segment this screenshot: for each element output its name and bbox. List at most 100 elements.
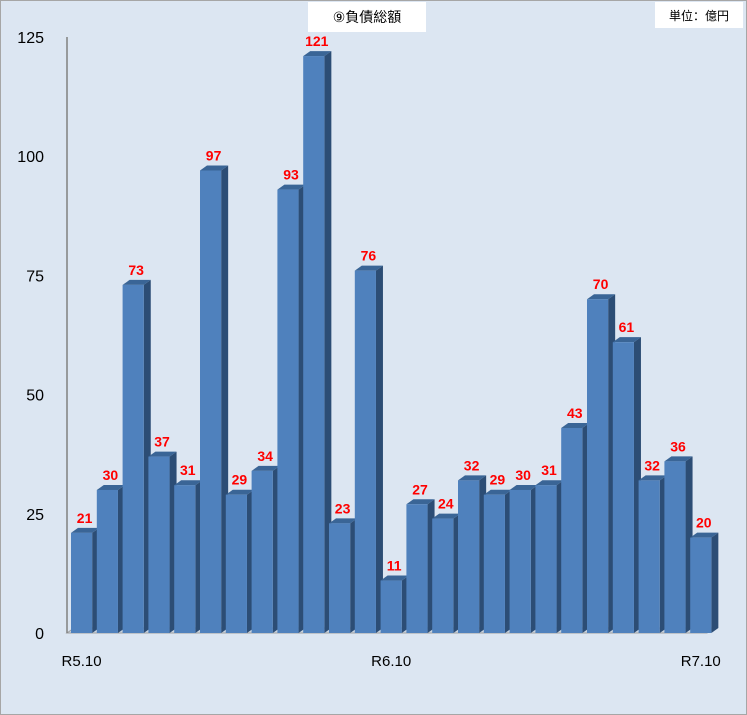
bar [71,527,100,633]
bar [122,279,151,633]
bar-top [122,279,151,285]
bar-top [432,513,461,519]
bar-side [375,265,383,633]
bar-front [122,284,144,633]
bar-front [380,580,402,633]
bar-top [303,51,332,57]
bar-top [664,456,693,462]
bar-top [148,451,177,457]
bar [174,480,203,633]
bar-front [664,461,686,633]
bar-front [200,170,222,633]
bar-front [174,485,196,633]
bar [380,575,409,633]
y-tick-label: 100 [17,149,44,166]
bar-front [612,342,634,633]
bar-front [561,427,583,633]
bar [638,475,667,633]
data-label: 73 [128,262,144,278]
bar-top [96,484,125,490]
bar-top [174,480,203,486]
data-label: 30 [515,467,531,483]
bar-front [638,480,660,633]
bar-front [277,189,299,634]
bar [406,499,435,633]
bar-top [200,165,229,171]
bar-front [458,480,480,633]
y-tick-label: 25 [26,507,44,524]
data-label: 61 [619,319,635,335]
data-label: 36 [670,438,686,454]
bar [612,337,641,633]
data-labels: 21 30 73 37 31 97 29 34 93 121 23 76 11 27 24 32 29 30 31 4… [77,33,712,573]
bar-top [277,184,306,190]
bar [251,465,280,633]
bar-top [535,480,564,486]
bar-front [251,470,273,633]
bar-top [71,527,100,533]
bar-front [225,494,247,633]
bar [509,484,538,633]
bar-top [690,532,719,538]
bar [535,480,564,633]
bar-front [148,456,170,633]
bar-top [225,489,254,495]
data-label: 37 [154,434,170,450]
bar [200,165,229,633]
data-label: 29 [490,472,506,488]
bar [690,532,719,633]
bar [458,475,487,633]
bar [483,489,512,633]
bar [303,51,332,633]
bar [587,294,616,633]
bar-front [406,504,428,633]
data-label: 27 [412,481,428,497]
data-label: 34 [257,448,273,464]
bar [329,518,358,633]
data-label: 21 [77,510,93,526]
bar-front [303,56,325,633]
bar-front [329,523,351,633]
data-label: 93 [283,167,299,183]
data-label: 30 [103,467,119,483]
y-tick-label: 75 [26,268,44,285]
bar-series [71,51,719,634]
bar-front [509,489,531,633]
bar-side [324,51,332,633]
bar [354,265,383,633]
y-tick-label: 0 [35,626,44,643]
data-label: 70 [593,276,609,292]
data-label: 43 [567,405,583,421]
bar [432,513,461,633]
bar-top [251,465,280,471]
bar-top [561,422,590,428]
x-tick-label: R6.10 [371,653,411,670]
data-label: 32 [464,457,480,473]
data-label: 31 [541,462,557,478]
data-label: 29 [232,472,248,488]
bar [225,489,254,633]
data-label: 20 [696,515,712,531]
y-tick-label: 125 [17,30,44,47]
bar-front [690,537,712,633]
x-tick-label: R7.10 [681,653,721,670]
bar [277,184,306,634]
bar [148,451,177,633]
bar-front [71,532,93,633]
bar [96,484,125,633]
bar-top [612,337,641,343]
bar-top [587,294,616,300]
bar-front [432,518,454,633]
data-label: 23 [335,500,351,516]
data-label: 121 [305,33,329,49]
chart-title: ⑨負債総額 [308,2,426,32]
bar-top [380,575,409,581]
bar-top [483,489,512,495]
x-axis-ticks: R5.10 R6.10 R7.10 [62,653,721,670]
data-label: 76 [361,248,377,264]
bar-front [587,299,609,633]
bar-front [535,485,557,633]
bar [561,422,590,633]
y-axis-ticks: 0 25 50 75 100 125 [17,30,44,643]
